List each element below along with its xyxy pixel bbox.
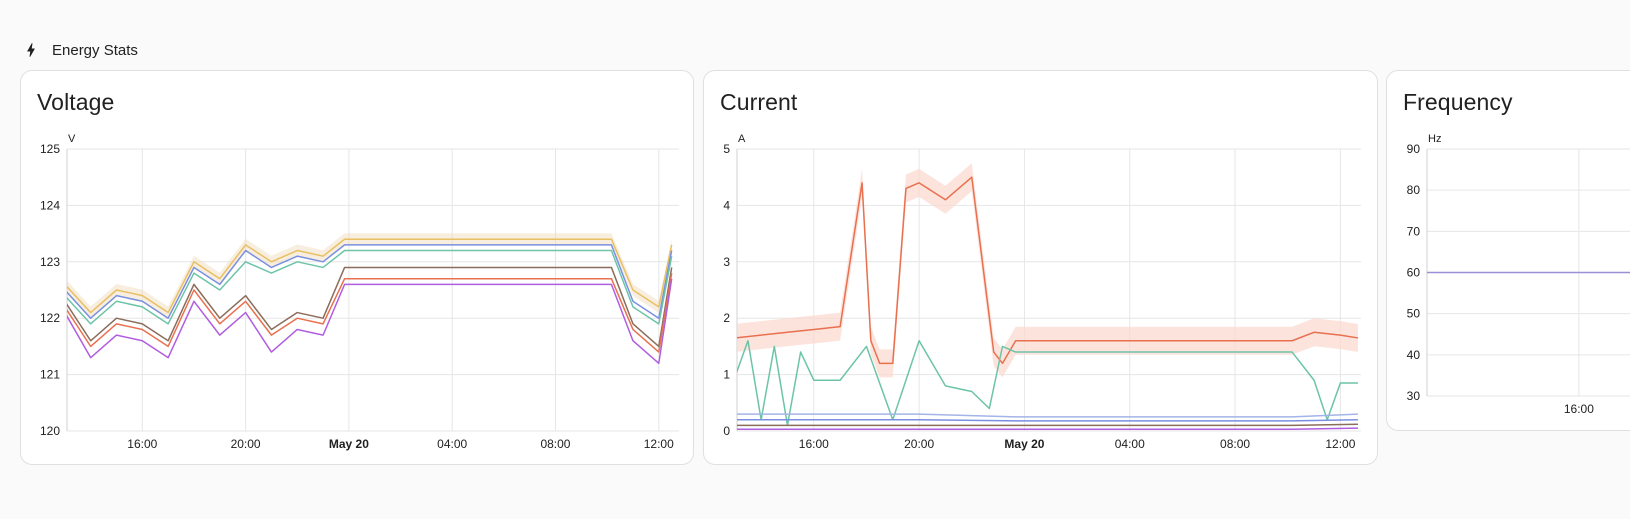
y-tick-label: 120 [40, 424, 60, 438]
x-tick-label: 04:00 [1115, 437, 1145, 451]
card-title: Voltage [37, 89, 115, 115]
grid [737, 148, 1361, 432]
series-line [67, 244, 673, 319]
y-tick-label: 40 [1407, 348, 1421, 362]
unit-label: Hz [1428, 133, 1441, 145]
x-tick-label: May 20 [329, 437, 369, 451]
series-line [737, 423, 1358, 427]
series-group [67, 233, 673, 365]
series-group [737, 163, 1359, 431]
voltage-card: Voltage 125 124 123 122 121 120 V 16:00 20:00 May… [20, 70, 694, 465]
y-tick-label: 122 [40, 311, 60, 325]
section-title: Energy Stats [52, 41, 138, 59]
unit-label: V [68, 133, 76, 145]
x-tick-label: 08:00 [1220, 437, 1250, 451]
card-title: Frequency [1403, 89, 1513, 115]
voltage-chart[interactable]: 125 124 123 122 121 120 V 16:00 20:00 May 20 04:00… [21, 71, 694, 465]
y-tick-label: 121 [40, 368, 60, 382]
x-tick-label: 04:00 [437, 437, 467, 451]
frequency-chart[interactable]: 90 80 70 60 50 40 30 Hz 16:00 [1387, 71, 1630, 431]
y-tick-label: 123 [40, 255, 60, 269]
y-tick-label: 5 [723, 142, 730, 156]
card-title: Current [720, 89, 798, 115]
y-tick-label: 4 [723, 198, 730, 212]
section-header: Energy Stats [22, 36, 138, 64]
y-tick-label: 125 [40, 142, 60, 156]
y-tick-label: 124 [40, 198, 60, 212]
unit-label: A [738, 133, 746, 145]
y-tick-label: 50 [1407, 307, 1421, 321]
series-line [737, 413, 1358, 418]
grid [67, 148, 679, 432]
y-tick-label: 0 [723, 424, 730, 438]
y-tick-label: 3 [723, 255, 730, 269]
series-line [67, 266, 673, 348]
y-tick-label: 60 [1407, 266, 1421, 280]
series-band [737, 163, 1358, 378]
series-line [737, 340, 1358, 427]
x-tick-label: 16:00 [1564, 402, 1594, 416]
y-tick-label: 70 [1407, 224, 1421, 238]
series-line [67, 278, 673, 365]
y-tick-label: 1 [723, 368, 730, 382]
x-tick-label: 20:00 [231, 437, 261, 451]
series-line [737, 176, 1359, 365]
x-tick-label: 12:00 [1325, 437, 1355, 451]
x-tick-label: May 20 [1004, 437, 1044, 451]
series-band [67, 233, 672, 319]
series-line [67, 238, 673, 314]
y-tick-label: 90 [1407, 142, 1421, 156]
x-tick-label: 12:00 [644, 437, 674, 451]
current-card: Current 5 4 3 2 1 0 A 16:00 20:00 May 20 04:00 08:0… [703, 70, 1378, 465]
current-chart[interactable]: 5 4 3 2 1 0 A 16:00 20:00 May 20 04:00 08:00 12:00 [704, 71, 1378, 465]
x-tick-label: 08:00 [540, 437, 570, 451]
series-line [737, 418, 1358, 422]
series-line [67, 272, 673, 353]
x-tick-label: 16:00 [799, 437, 829, 451]
y-tick-label: 2 [723, 311, 730, 325]
series-line [67, 249, 673, 325]
frequency-card: Frequency 90 80 70 60 50 40 30 Hz 16:00 [1386, 70, 1630, 431]
x-tick-label: 20:00 [904, 437, 934, 451]
y-tick-label: 80 [1407, 183, 1421, 197]
series-line [737, 427, 1358, 431]
y-tick-label: 30 [1407, 389, 1421, 403]
x-tick-label: 16:00 [127, 437, 157, 451]
lightning-bolt-icon [27, 43, 35, 57]
